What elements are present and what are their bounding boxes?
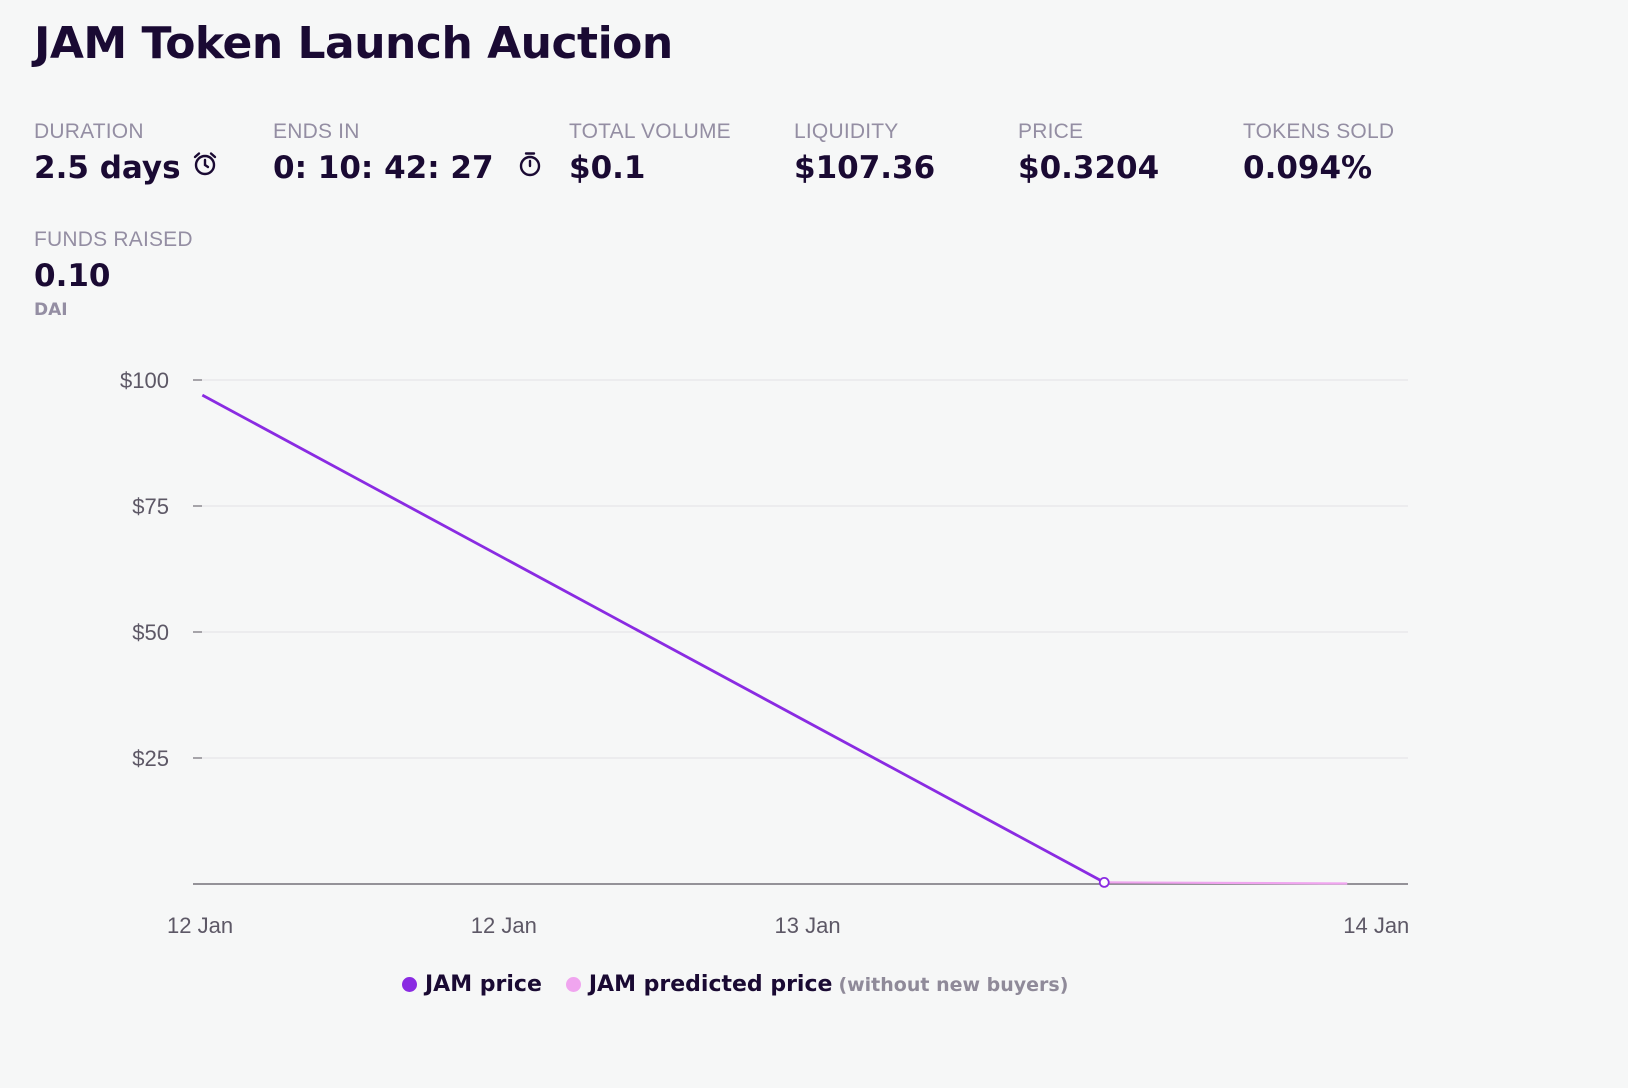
current-price-point [1098,876,1110,888]
stat-value: $0.3204 [1018,150,1160,186]
stat-tokens-sold: TOKENS SOLD 0.094% [1243,120,1394,186]
y-tick-label: $25 [132,746,169,771]
stat-value: 2.5 days [34,150,181,186]
grid-layer [193,379,1408,885]
stat-label: FUNDS RAISED [34,228,193,251]
stat-price: PRICE $0.3204 [1018,120,1159,186]
series-layer [201,393,1348,888]
y-tick-label: $50 [132,620,169,645]
stat-duration: DURATION 2.5 days [34,120,219,186]
y-tick-label: $100 [120,368,169,393]
stat-funds-raised: FUNDS RAISED 0.10 DAI [34,228,193,320]
x-tick-label: 12 Jan [471,913,537,938]
stat-value: 0.094% [1243,150,1373,186]
chart-legend: JAM price JAM predicted price (without n… [402,972,1068,997]
legend-label-jam-price: JAM price [425,972,542,997]
x-tick-label: 14 Jan [1343,913,1409,938]
x-tick-label: 13 Jan [775,913,841,938]
y-tick-label: $75 [132,494,169,519]
tick-layer: $100 $75 $50 $25 12 Jan 12 Jan 13 Jan 14 Jan [120,368,1409,938]
stat-value: $0.1 [569,150,646,186]
x-tick-label: 12 Jan [167,913,233,938]
stat-label: LIQUIDITY [794,120,899,143]
stat-ends-in: ENDS IN 0: 10: 42: 27 [273,120,544,186]
stat-label: PRICE [1018,120,1084,143]
legend-marker-jam-price [402,977,417,992]
stat-value: $107.36 [794,150,936,186]
stopwatch-icon [516,150,544,186]
alarm-clock-icon [191,150,219,186]
stat-label: TOTAL VOLUME [569,120,731,143]
series-line-jam-predicted-price [1104,881,1348,885]
stat-value: 0: 10: 42: 27 [273,150,494,186]
stat-label: TOKENS SOLD [1243,120,1395,143]
legend-marker-jam-predicted-price [565,977,581,992]
stat-liquidity: LIQUIDITY $107.36 [794,120,935,186]
stat-total-volume: TOTAL VOLUME $0.1 [569,120,731,186]
legend-label-jam-predicted-price: JAM predicted price [588,972,833,997]
legend-note: (without new buyers) [838,973,1069,996]
series-line-jam-price [201,393,1105,884]
stat-value: 0.10 [34,258,111,294]
stat-unit: DAI [34,300,68,320]
page-title: JAM Token Launch Auction [34,18,673,69]
stat-label: ENDS IN [273,120,360,143]
stat-label: DURATION [34,120,144,143]
